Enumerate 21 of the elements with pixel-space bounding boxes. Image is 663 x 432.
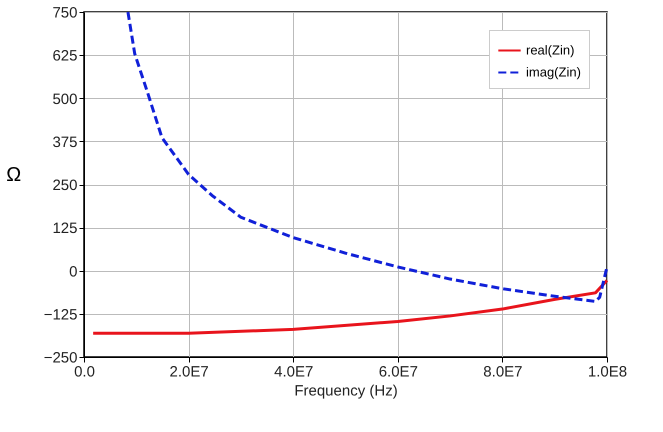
x-tick-label: 1.0E8 <box>588 364 628 380</box>
x-tick-label: 0.0 <box>74 364 95 380</box>
y-tick-label: 625 <box>52 48 78 65</box>
y-tick-label: −125 <box>44 306 78 324</box>
legend-label: imag(Zin) <box>526 64 581 80</box>
x-tick-label: 6.0E7 <box>378 364 418 380</box>
legend-label: real(Zin) <box>526 42 574 58</box>
x-tick-label: 8.0E7 <box>483 364 522 380</box>
y-tick-label: 125 <box>52 220 78 238</box>
x-tick-label: 4.0E7 <box>274 364 314 380</box>
x-axis-title: Frequency (Hz) <box>294 382 398 400</box>
y-tick-label: 750 <box>52 4 78 22</box>
y-tick-label: −250 <box>44 350 78 366</box>
y-axis-title: Ω <box>6 164 22 186</box>
line-series <box>92 278 608 335</box>
y-tick-label: 0 <box>69 263 78 280</box>
y-tick-label: 500 <box>52 90 78 108</box>
y-tick-label: 375 <box>52 134 78 151</box>
y-tick-label: 250 <box>52 177 78 194</box>
line-series <box>126 10 608 303</box>
x-tick-label: 2.0E7 <box>170 364 209 380</box>
